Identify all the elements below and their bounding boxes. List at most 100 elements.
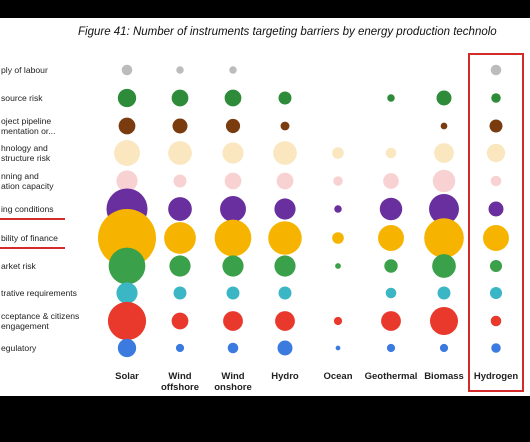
bubble-trative-requirements-biomass <box>437 286 451 300</box>
bubble-egulatory-biomass <box>439 343 449 353</box>
bubble-cceptance-citizens-engagement-biomass <box>429 306 459 336</box>
bubble-trative-requirements-solar <box>116 282 138 304</box>
bubble-bility-of-finance-ocean <box>332 232 344 244</box>
bubble-arket-risk-wind-offshore <box>169 255 191 277</box>
bubble-nning-and-ation-capacity-biomass <box>432 169 456 193</box>
column-label-solar: Solar <box>115 371 139 382</box>
bubble-cceptance-citizens-engagement-hydrogen <box>490 315 502 327</box>
bubble-ing-conditions-geothermal <box>379 197 403 221</box>
bubble-hnology-and-structure-risk-hydro <box>273 141 297 165</box>
bubble-ply-of-labour-hydrogen <box>490 64 502 76</box>
bubble-egulatory-solar <box>117 338 137 358</box>
bubble-egulatory-ocean <box>335 345 341 351</box>
bubble-trative-requirements-wind-offshore <box>173 286 187 300</box>
bubble-arket-risk-hydrogen <box>489 259 503 273</box>
bubble-ply-of-labour-wind-offshore <box>176 66 184 74</box>
bubble-trative-requirements-hydrogen <box>489 286 503 300</box>
bubble-bility-of-finance-wind-offshore <box>164 222 196 254</box>
row-label-nning-and-ation-capacity: nning and ation capacity <box>1 171 54 191</box>
bubble-cceptance-citizens-engagement-hydro <box>275 311 295 331</box>
bubble-egulatory-wind-offshore <box>175 343 185 353</box>
bubble-arket-risk-biomass <box>432 254 456 278</box>
bubble-ply-of-labour-solar <box>121 64 133 76</box>
row-label-source-risk: source risk <box>1 93 43 103</box>
bubble-egulatory-hydrogen <box>491 343 501 353</box>
column-label-wind-offshore: Wind offshore <box>161 371 199 393</box>
bubble-nning-and-ation-capacity-geothermal <box>383 173 399 189</box>
bubble-hnology-and-structure-risk-hydrogen <box>486 143 506 163</box>
bubble-oject-pipeline-mentation-or-biomass <box>440 122 448 130</box>
bubble-arket-risk-wind-onshore <box>222 255 244 277</box>
bubble-oject-pipeline-mentation-or-solar <box>118 117 136 135</box>
bubble-ing-conditions-wind-offshore <box>168 197 192 221</box>
bubble-hnology-and-structure-risk-ocean <box>332 147 344 159</box>
bubble-oject-pipeline-mentation-or-wind-onshore <box>225 118 241 134</box>
bubble-bility-of-finance-hydrogen <box>483 225 509 251</box>
chart-title: Figure 41: Number of instruments targeti… <box>78 26 497 38</box>
bubble-source-risk-hydro <box>278 91 292 105</box>
row-label-cceptance-citizens-engagement: cceptance & citizens engagement <box>1 311 80 331</box>
bubble-nning-and-ation-capacity-wind-offshore <box>173 174 187 188</box>
column-label-biomass: Biomass <box>424 371 464 382</box>
bubble-cceptance-citizens-engagement-wind-onshore <box>223 311 243 331</box>
bubble-arket-risk-hydro <box>274 255 296 277</box>
bubble-bility-of-finance-hydro <box>268 221 302 255</box>
bubble-ing-conditions-hydrogen <box>488 201 504 217</box>
bubble-nning-and-ation-capacity-ocean <box>333 176 343 186</box>
bubble-source-risk-hydrogen <box>491 93 501 103</box>
bubble-source-risk-solar <box>117 88 137 108</box>
bubble-arket-risk-ocean <box>335 263 341 269</box>
bubble-bility-of-finance-biomass <box>424 218 464 258</box>
bubble-trative-requirements-hydro <box>278 286 292 300</box>
bubble-arket-risk-solar <box>108 247 146 285</box>
bubble-hnology-and-structure-risk-wind-offshore <box>168 141 192 165</box>
bubble-ing-conditions-wind-onshore <box>220 196 246 222</box>
row-label-bility-of-finance: bility of finance <box>1 233 58 243</box>
bubble-oject-pipeline-mentation-or-hydrogen <box>489 119 503 133</box>
bubble-ply-of-labour-wind-onshore <box>229 66 237 74</box>
bubble-arket-risk-geothermal <box>384 259 398 273</box>
bubble-egulatory-hydro <box>277 340 293 356</box>
bubble-hnology-and-structure-risk-geothermal <box>385 147 397 159</box>
row-label-trative-requirements: trative requirements <box>1 288 77 298</box>
row-label-hnology-and-structure-risk: hnology and structure risk <box>1 143 51 163</box>
bubble-bility-of-finance-solar <box>98 209 156 267</box>
bubble-nning-and-ation-capacity-hydro <box>276 172 294 190</box>
bubble-ing-conditions-biomass <box>429 194 459 224</box>
bubble-chart <box>0 53 524 392</box>
column-label-hydro: Hydro <box>271 371 299 382</box>
bubble-cceptance-citizens-engagement-geothermal <box>381 311 401 331</box>
bubble-trative-requirements-geothermal <box>385 287 397 299</box>
row-label-ply-of-labour: ply of labour <box>1 65 48 75</box>
bubble-hnology-and-structure-risk-solar <box>114 140 140 166</box>
column-label-hydrogen: Hydrogen <box>473 371 519 382</box>
bubble-bility-of-finance-wind-onshore <box>214 219 252 257</box>
bubble-source-risk-wind-offshore <box>171 89 189 107</box>
bubble-hnology-and-structure-risk-wind-onshore <box>222 142 244 164</box>
bubble-cceptance-citizens-engagement-wind-offshore <box>171 312 189 330</box>
column-label-wind-onshore: Wind onshore <box>214 371 252 393</box>
bubble-oject-pipeline-mentation-or-wind-offshore <box>172 118 188 134</box>
bubble-source-risk-wind-onshore <box>224 89 242 107</box>
bubble-nning-and-ation-capacity-hydrogen <box>490 175 502 187</box>
column-label-ocean: Ocean <box>323 371 353 382</box>
bubble-nning-and-ation-capacity-solar <box>116 170 138 192</box>
bubble-oject-pipeline-mentation-or-hydro <box>280 121 290 131</box>
row-label-arket-risk: arket risk <box>1 261 36 271</box>
bubble-hnology-and-structure-risk-biomass <box>434 143 454 163</box>
bubble-egulatory-wind-onshore <box>227 342 239 354</box>
bubble-source-risk-biomass <box>436 90 452 106</box>
bubble-trative-requirements-wind-onshore <box>226 286 240 300</box>
bubble-cceptance-citizens-engagement-solar <box>107 301 147 341</box>
bubble-egulatory-geothermal <box>386 343 396 353</box>
bubble-source-risk-geothermal <box>387 94 395 102</box>
bubble-cceptance-citizens-engagement-ocean <box>333 316 343 326</box>
row-label-ing-conditions: ing conditions <box>1 204 54 214</box>
bubble-bility-of-finance-geothermal <box>378 225 404 251</box>
row-label-egulatory: egulatory <box>1 343 37 353</box>
row-label-oject-pipeline-mentation-or: oject pipeline mentation or... <box>1 116 56 136</box>
bubble-ing-conditions-ocean <box>334 205 342 213</box>
bubble-nning-and-ation-capacity-wind-onshore <box>224 172 242 190</box>
column-label-geothermal: Geothermal <box>364 371 418 382</box>
chart-frame: Figure 41: Number of instruments targeti… <box>0 18 530 396</box>
